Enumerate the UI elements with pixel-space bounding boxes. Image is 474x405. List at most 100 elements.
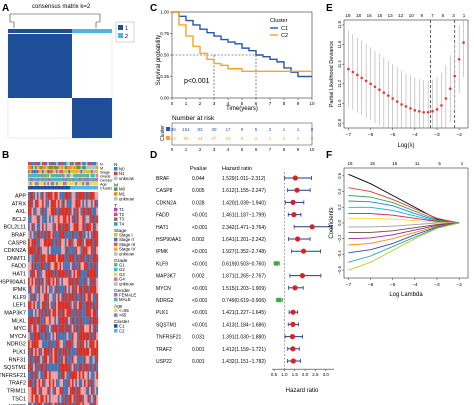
heat-cell [29,277,32,286]
heat-cell [59,402,62,405]
forest-gene-hat1: HAT1 [156,225,169,231]
track-cell [56,174,58,178]
heat-cell [57,270,60,278]
track-cell [38,162,41,166]
track-cell [36,162,39,166]
km-ylabel: Survival probability [156,35,162,85]
cv-top-tick-label: 18 [356,13,362,18]
heat-cell [56,285,58,294]
heat-cell [28,254,30,263]
legend-swatch [114,197,118,201]
track-cell [42,186,44,190]
cv-xtick-label: −7 [346,132,352,138]
legend-swatch [114,176,118,181]
legend-swatch [114,167,118,171]
heat-cell [43,246,46,255]
km-xtick-label: 6 [255,101,258,106]
heat-cell [84,270,86,278]
cv-point [364,79,368,83]
heat-cell [66,223,69,232]
heat-cell [38,301,41,310]
heat-cell [54,316,57,325]
heat-cell [87,402,90,405]
km-curves [172,11,312,78]
heat-cell [94,285,97,294]
heat-cell [92,371,95,380]
track-cell [40,186,43,190]
track-cell [52,182,55,186]
heat-cell [50,270,53,278]
heat-cell [59,355,62,364]
heat-cell [57,371,60,380]
track-cell [94,178,97,182]
heat-cell [91,371,93,380]
legend-title-n: N [114,162,118,168]
heat-cell [50,238,53,247]
track-cell [29,170,32,174]
heat-cell [35,277,37,286]
heat-cell [73,324,76,333]
heat-cell [38,207,41,216]
forest-point [295,236,301,242]
track-cell [80,166,83,170]
heat-cell [52,254,55,263]
km-ytick-label: 0.25 [160,74,169,79]
track-cell [36,178,39,182]
legend-item-label: unknow [119,196,135,201]
heat-cell [87,387,90,395]
legend-swatch [114,282,118,286]
heat-cell [73,231,76,239]
legend-swatch [114,252,118,256]
track-cell [29,182,32,186]
heat-cell [29,192,32,200]
heat-cell [87,254,90,263]
heat-cell [96,223,99,232]
heat-cell [61,231,64,239]
heat-cell [45,246,48,255]
gene-label-lef1: LEF1 [13,303,26,309]
heat-cell [73,285,76,294]
heat-cell [63,223,65,232]
heat-cell [84,238,86,247]
heat-cell [68,301,71,310]
heat-cell [61,223,64,232]
heat-cell [68,340,71,349]
heat-cell [64,363,67,372]
km-xtick-label: 2 [199,101,202,106]
heat-cell [28,379,30,388]
heat-cell [38,371,41,380]
heat-cell [61,192,64,200]
heat-cell [68,379,71,388]
heat-cell [80,394,83,403]
forest-pvalue: 0.001 [192,347,205,353]
heat-cell [92,207,95,216]
forest-header-hr: Hazard ratio [222,166,252,172]
track-cell [33,166,36,170]
heat-cell [49,387,51,395]
heat-cell [54,285,57,294]
legend-swatch [114,329,118,333]
heat-cell [49,363,51,372]
heat-cell [91,387,93,395]
heat-cell [87,192,90,200]
heat-cell [77,363,79,372]
heat-cell [64,215,67,224]
heat-cell [61,332,64,341]
track-cell [28,174,30,178]
heat-cell [66,231,69,239]
track-cell [78,178,81,182]
heat-cell [77,316,79,325]
heat-cell [45,293,48,302]
heat-cell [35,262,37,271]
heat-cell [68,309,71,317]
risk-count: 10 [225,136,231,141]
gene-label-hsp90aa1: HSP90AA1 [0,279,26,285]
track-cell [52,170,55,174]
panel-f-coefficients: −7 −6 −5 −4 −3 −2−0.6−0.4−0.20.00.20.40.618 16… [329,161,469,298]
heat-cell [42,363,44,372]
heat-cell [75,394,78,403]
forest-hr-text: 1.420(1.039−1.940) [222,200,266,206]
heat-cell [92,348,95,356]
heat-cell [71,215,74,224]
legend-label-2: 2 [125,34,128,40]
